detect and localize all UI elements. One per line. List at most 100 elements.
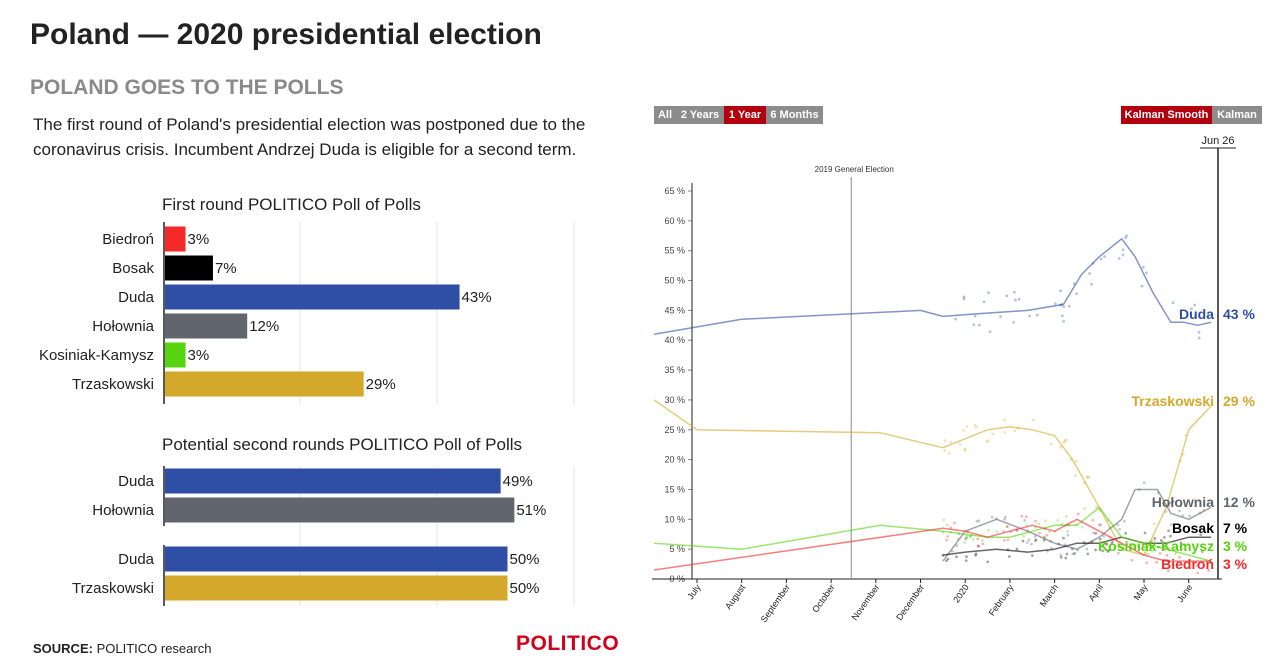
y-tick-label: 15 % (664, 484, 685, 494)
poll-point-duda (1017, 297, 1021, 301)
first-round-value-kosiniak-kamysz: 3% (188, 347, 210, 364)
button-6-months[interactable]: 6 Months (766, 106, 823, 124)
button-2-years[interactable]: 2 Years (676, 106, 724, 124)
poll-point-trzaskowski (965, 424, 969, 428)
politico-logo: POLITICO (516, 632, 620, 655)
y-tick-label: 5 % (669, 544, 685, 554)
poll-point-bosak (974, 553, 977, 557)
poll-point-bosak (1030, 554, 1034, 557)
y-tick-label: 20 % (664, 455, 685, 465)
first-round-label-holownia: Hołownia (92, 318, 154, 335)
button-all[interactable]: All (654, 106, 676, 124)
poll-point-duda (1197, 336, 1201, 340)
page-subtitle: POLAND GOES TO THE POLLS (30, 76, 344, 99)
button-kalman-smooth[interactable]: Kalman Smooth (1121, 106, 1212, 124)
first-round-label-duda: Duda (118, 289, 155, 306)
trend-line-holownia (942, 488, 1212, 562)
poll-point-holownia (1179, 504, 1183, 508)
poll-point-duda (1075, 292, 1078, 296)
poll-point-biedron (977, 545, 981, 548)
poll-point-kosiniak-kamysz (1150, 549, 1154, 553)
y-tick-label: 65 % (664, 186, 685, 196)
poll-point-holownia (1116, 523, 1120, 527)
poll-point-duda (972, 323, 976, 327)
end-label-value-bosak: 7 % (1223, 520, 1248, 536)
first-round-label-biedron: Biedroń (102, 231, 154, 248)
x-tick-label: August (723, 582, 748, 611)
poll-point-trzaskowski (985, 440, 989, 444)
poll-point-duda (962, 297, 966, 301)
poll-point-bosak (1106, 549, 1110, 553)
source-text: POLITICO research (96, 641, 212, 656)
poll-point-holownia (1169, 523, 1173, 527)
first-round-bar-duda (165, 284, 460, 310)
poll-point-duda (988, 330, 992, 334)
poll-point-duda (1197, 330, 1201, 334)
first-round-bar-trzaskowski (165, 371, 364, 397)
poll-point-kosiniak-kamysz (1048, 530, 1051, 534)
second-round-b-value-duda: 50% (510, 551, 540, 568)
poll-point-duda (999, 315, 1002, 319)
trend-line-biedron (653, 518, 1212, 571)
first-and-second-round-bar-charts: Biedroń 3% Bosak 7% Duda 43% Hołownia 12% Kosini… (39, 222, 575, 606)
poll-point-holownia (975, 519, 979, 523)
poll-point-duda (973, 314, 977, 318)
poll-point-trzaskowski (1086, 475, 1090, 479)
poll-point-bosak (946, 557, 950, 561)
poll-point-kosiniak-kamysz (963, 541, 967, 545)
poll-point-duda (1028, 314, 1032, 318)
first-round-bar-kosiniak-kamysz (165, 342, 186, 368)
y-tick-label: 25 % (664, 425, 685, 435)
y-tick-label: 35 % (664, 365, 685, 375)
poll-point-duda (1062, 305, 1066, 309)
poll-point-duda (1144, 271, 1148, 275)
poll-point-trzaskowski (1085, 475, 1089, 479)
poll-point-bosak (1094, 548, 1097, 552)
end-label-value-duda: 43 % (1223, 306, 1255, 322)
y-tick-label: 30 % (664, 395, 685, 405)
poll-point-holownia (1030, 542, 1033, 546)
page-title: Poland — 2020 presidential election (30, 18, 542, 51)
poll-point-trzaskowski (1064, 438, 1068, 441)
poll-point-biedron (1196, 571, 1200, 575)
poll-point-duda (1121, 248, 1125, 252)
poll-point-holownia (1059, 553, 1063, 557)
poll-point-duda (977, 323, 981, 327)
poll-point-holownia (1033, 539, 1037, 543)
poll-point-bosak (964, 559, 968, 563)
y-tick-label: 10 % (664, 514, 685, 524)
poll-point-duda (1190, 307, 1193, 311)
poll-point-trzaskowski (943, 448, 947, 452)
poll-point-biedron (1130, 542, 1134, 546)
poll-point-bosak (1179, 541, 1183, 545)
poll-point-biedron (1038, 531, 1041, 535)
poll-point-trzaskowski (1074, 460, 1078, 464)
poll-point-trzaskowski (1063, 439, 1067, 443)
poll-point-duda (1121, 253, 1125, 257)
poll-point-trzaskowski (991, 432, 995, 436)
poll-point-kosiniak-kamysz (1056, 519, 1060, 522)
poll-point-duda (1053, 302, 1057, 306)
poll-point-trzaskowski (973, 423, 977, 427)
second-round-title: Potential second rounds POLITICO Poll of… (162, 435, 523, 454)
second-round-b-value-trzaskowski: 50% (510, 580, 540, 597)
poll-point-kosiniak-kamysz (1174, 552, 1177, 556)
poll-point-trzaskowski (1059, 445, 1063, 449)
poll-point-kosiniak-kamysz (1066, 529, 1069, 533)
poll-point-kosiniak-kamysz (1184, 548, 1188, 552)
poll-point-trzaskowski (943, 439, 947, 443)
second-round-a-value-holownia: 51% (516, 502, 546, 519)
poll-point-biedron (1201, 550, 1204, 554)
poll-point-holownia (1178, 509, 1181, 513)
poll-point-bosak (1199, 526, 1202, 530)
poll-point-kosiniak-kamysz (1191, 561, 1194, 564)
button-kalman[interactable]: Kalman (1212, 106, 1262, 124)
poll-point-trzaskowski (962, 428, 965, 432)
end-label-value-holownia: 12 % (1223, 494, 1255, 510)
first-round-label-trzaskowski: Trzaskowski (72, 376, 154, 393)
poll-point-bosak (1167, 529, 1170, 533)
poll-point-biedron (1005, 525, 1009, 529)
y-tick-label: 40 % (664, 335, 685, 345)
poll-point-duda (1012, 320, 1016, 324)
button-1-year[interactable]: 1 Year (724, 106, 766, 124)
